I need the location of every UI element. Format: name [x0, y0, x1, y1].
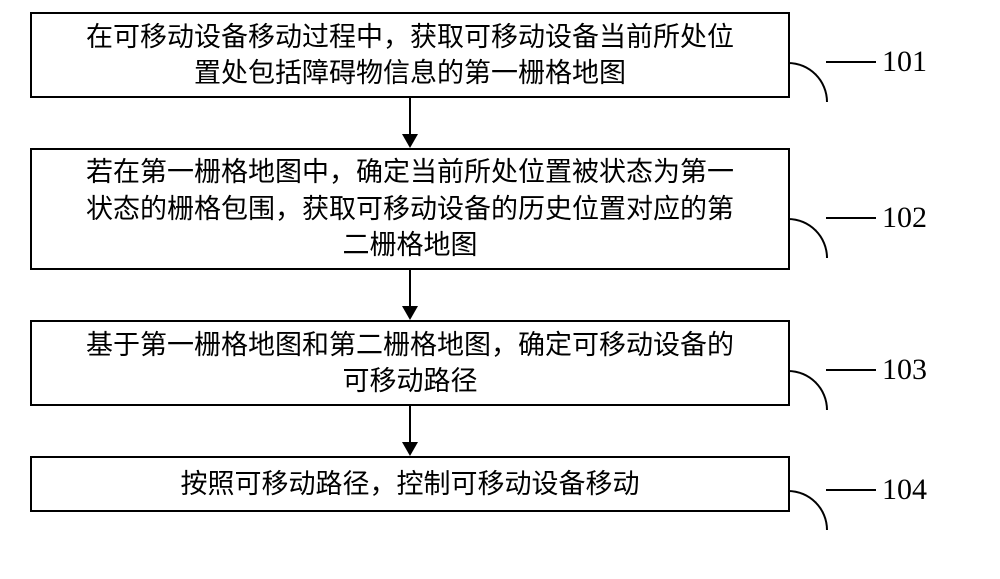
flow-box-text: 按照可移动路径，控制可移动设备移动	[181, 466, 640, 502]
flow-step: 在可移动设备移动过程中，获取可移动设备当前所处位 置处包括障碍物信息的第一栅格地…	[30, 12, 970, 98]
flow-arrow	[30, 270, 790, 320]
arrow-line	[409, 270, 411, 306]
label-tick-line	[826, 217, 876, 219]
step-label-text: 101	[882, 45, 927, 79]
step-label-101: 101	[788, 42, 927, 82]
flow-step: 按照可移动路径，控制可移动设备移动 104	[30, 456, 970, 512]
flow-arrow	[30, 98, 790, 148]
arrow-line	[409, 406, 411, 442]
arrow-head-icon	[402, 442, 418, 456]
step-label-104: 104	[788, 470, 927, 510]
flow-step: 若在第一栅格地图中，确定当前所处位置被状态为第一 状态的栅格包围，获取可移动设备…	[30, 148, 970, 270]
flowchart-container: 在可移动设备移动过程中，获取可移动设备当前所处位 置处包括障碍物信息的第一栅格地…	[30, 12, 970, 512]
arrow-head-icon	[402, 306, 418, 320]
flow-box-text: 基于第一栅格地图和第二栅格地图，确定可移动设备的 可移动路径	[86, 327, 734, 400]
label-tick-line	[826, 489, 876, 491]
flow-box-101: 在可移动设备移动过程中，获取可移动设备当前所处位 置处包括障碍物信息的第一栅格地…	[30, 12, 790, 98]
label-tick-curve	[788, 218, 828, 258]
flow-box-102: 若在第一栅格地图中，确定当前所处位置被状态为第一 状态的栅格包围，获取可移动设备…	[30, 148, 790, 270]
flow-box-text: 在可移动设备移动过程中，获取可移动设备当前所处位 置处包括障碍物信息的第一栅格地…	[86, 19, 734, 92]
flow-box-104: 按照可移动路径，控制可移动设备移动	[30, 456, 790, 512]
flow-step: 基于第一栅格地图和第二栅格地图，确定可移动设备的 可移动路径 103	[30, 320, 970, 406]
step-label-text: 103	[882, 353, 927, 387]
step-label-102: 102	[788, 198, 927, 238]
label-tick-line	[826, 369, 876, 371]
label-tick-curve	[788, 490, 828, 530]
label-tick-line	[826, 61, 876, 63]
label-tick-curve	[788, 370, 828, 410]
step-label-text: 104	[882, 473, 927, 507]
flow-arrow	[30, 406, 790, 456]
step-label-103: 103	[788, 350, 927, 390]
arrow-head-icon	[402, 134, 418, 148]
flow-box-103: 基于第一栅格地图和第二栅格地图，确定可移动设备的 可移动路径	[30, 320, 790, 406]
arrow-line	[409, 98, 411, 134]
label-tick-curve	[788, 62, 828, 102]
flow-box-text: 若在第一栅格地图中，确定当前所处位置被状态为第一 状态的栅格包围，获取可移动设备…	[86, 154, 734, 263]
step-label-text: 102	[882, 201, 927, 235]
